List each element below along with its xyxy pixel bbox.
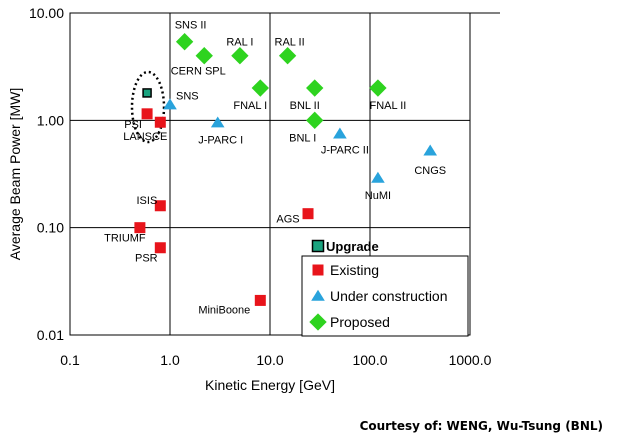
point-label: LANSCE [123,131,167,143]
point-label: FNAL I [233,100,267,112]
point-psi [142,88,152,98]
point-psi [141,108,153,120]
y-tick-label: 1.00 [37,112,64,128]
y-tick-label: 10.00 [29,5,64,21]
point-ags [302,208,314,220]
x-tick-label: 1000.0 [449,352,492,368]
point-label: CNGS [414,165,446,177]
point-label: CERN SPL [171,66,226,78]
x-tick-label: 1.0 [160,352,180,368]
point-sns-ii [175,33,194,51]
legend-label: Under construction [330,288,448,304]
point-label: J-PARC II [321,145,369,157]
point-isis [154,200,166,212]
point-cern-spl [195,47,213,65]
legend: Upgrade Existing Under construction Propose… [301,239,469,337]
point-psr [154,242,166,254]
legend-upgrade-marker [311,239,325,253]
x-tick-label: 10.0 [256,352,283,368]
y-tick-label: 0.10 [37,220,64,236]
point-j-parc-i [210,116,225,128]
y-axis-title: Average Beam Power [MW] [7,88,23,260]
tick-labels: 0.1 1.0 10.0 100.0 1000.0 0.01 0.10 1.00 10.00 [29,5,492,368]
point-ral-i [231,47,249,65]
series-under-construction: SNS J-PARC I J-PARC II CNGS NuMI [163,91,446,202]
point-label: AGS [276,214,299,226]
point-label: SNS II [175,20,207,32]
legend-label: Existing [330,262,379,278]
point-bnl-i [306,111,324,130]
legend-marker-under-construction [311,289,325,301]
series-upgrade [142,88,152,98]
series-proposed: SNS II CERN SPL RAL I RAL II FNAL I BNL II FNA… [171,20,407,145]
point-j-parc-ii [333,127,347,139]
point-label: NuMI [365,190,391,202]
point-label: SNS [176,91,199,103]
point-label: BNL II [290,100,320,112]
point-label: FNAL II [369,100,406,112]
legend-box [301,255,469,337]
x-axis-title: Kinetic Energy [GeV] [205,377,335,393]
legend-label: Proposed [330,314,390,330]
point-label: RAL II [275,37,305,49]
credit-line: Courtesy of: WENG, Wu-Tsung (BNL) [359,419,603,433]
point-miniboone [254,294,266,306]
point-bnl-ii [306,79,324,97]
point-label: BNL I [289,132,316,144]
point-label: J-PARC I [198,135,243,147]
point-label: RAL I [226,37,253,49]
point-fnal-ii [369,79,387,97]
point-label: ISIS [137,195,158,207]
x-tick-label: 0.1 [60,352,80,368]
point-cngs [423,144,438,156]
point-triumf [134,222,146,234]
x-tick-label: 100.0 [352,352,387,368]
point-fnal-i [251,79,269,97]
point-label: PSR [135,253,158,265]
psi-lansce-highlight-ellipse [130,70,166,144]
point-ral-ii [278,47,297,65]
y-tick-label: 0.01 [37,327,64,343]
legend-title: Upgrade [326,239,379,254]
point-lansce [154,116,166,128]
point-numi [371,171,385,183]
point-sns [163,98,177,110]
point-label: MiniBoone [198,304,250,316]
point-label: PSI [124,119,142,131]
point-label: TRIUMF [104,233,146,245]
legend-marker-existing [312,264,324,276]
legend-marker-proposed [309,313,327,331]
